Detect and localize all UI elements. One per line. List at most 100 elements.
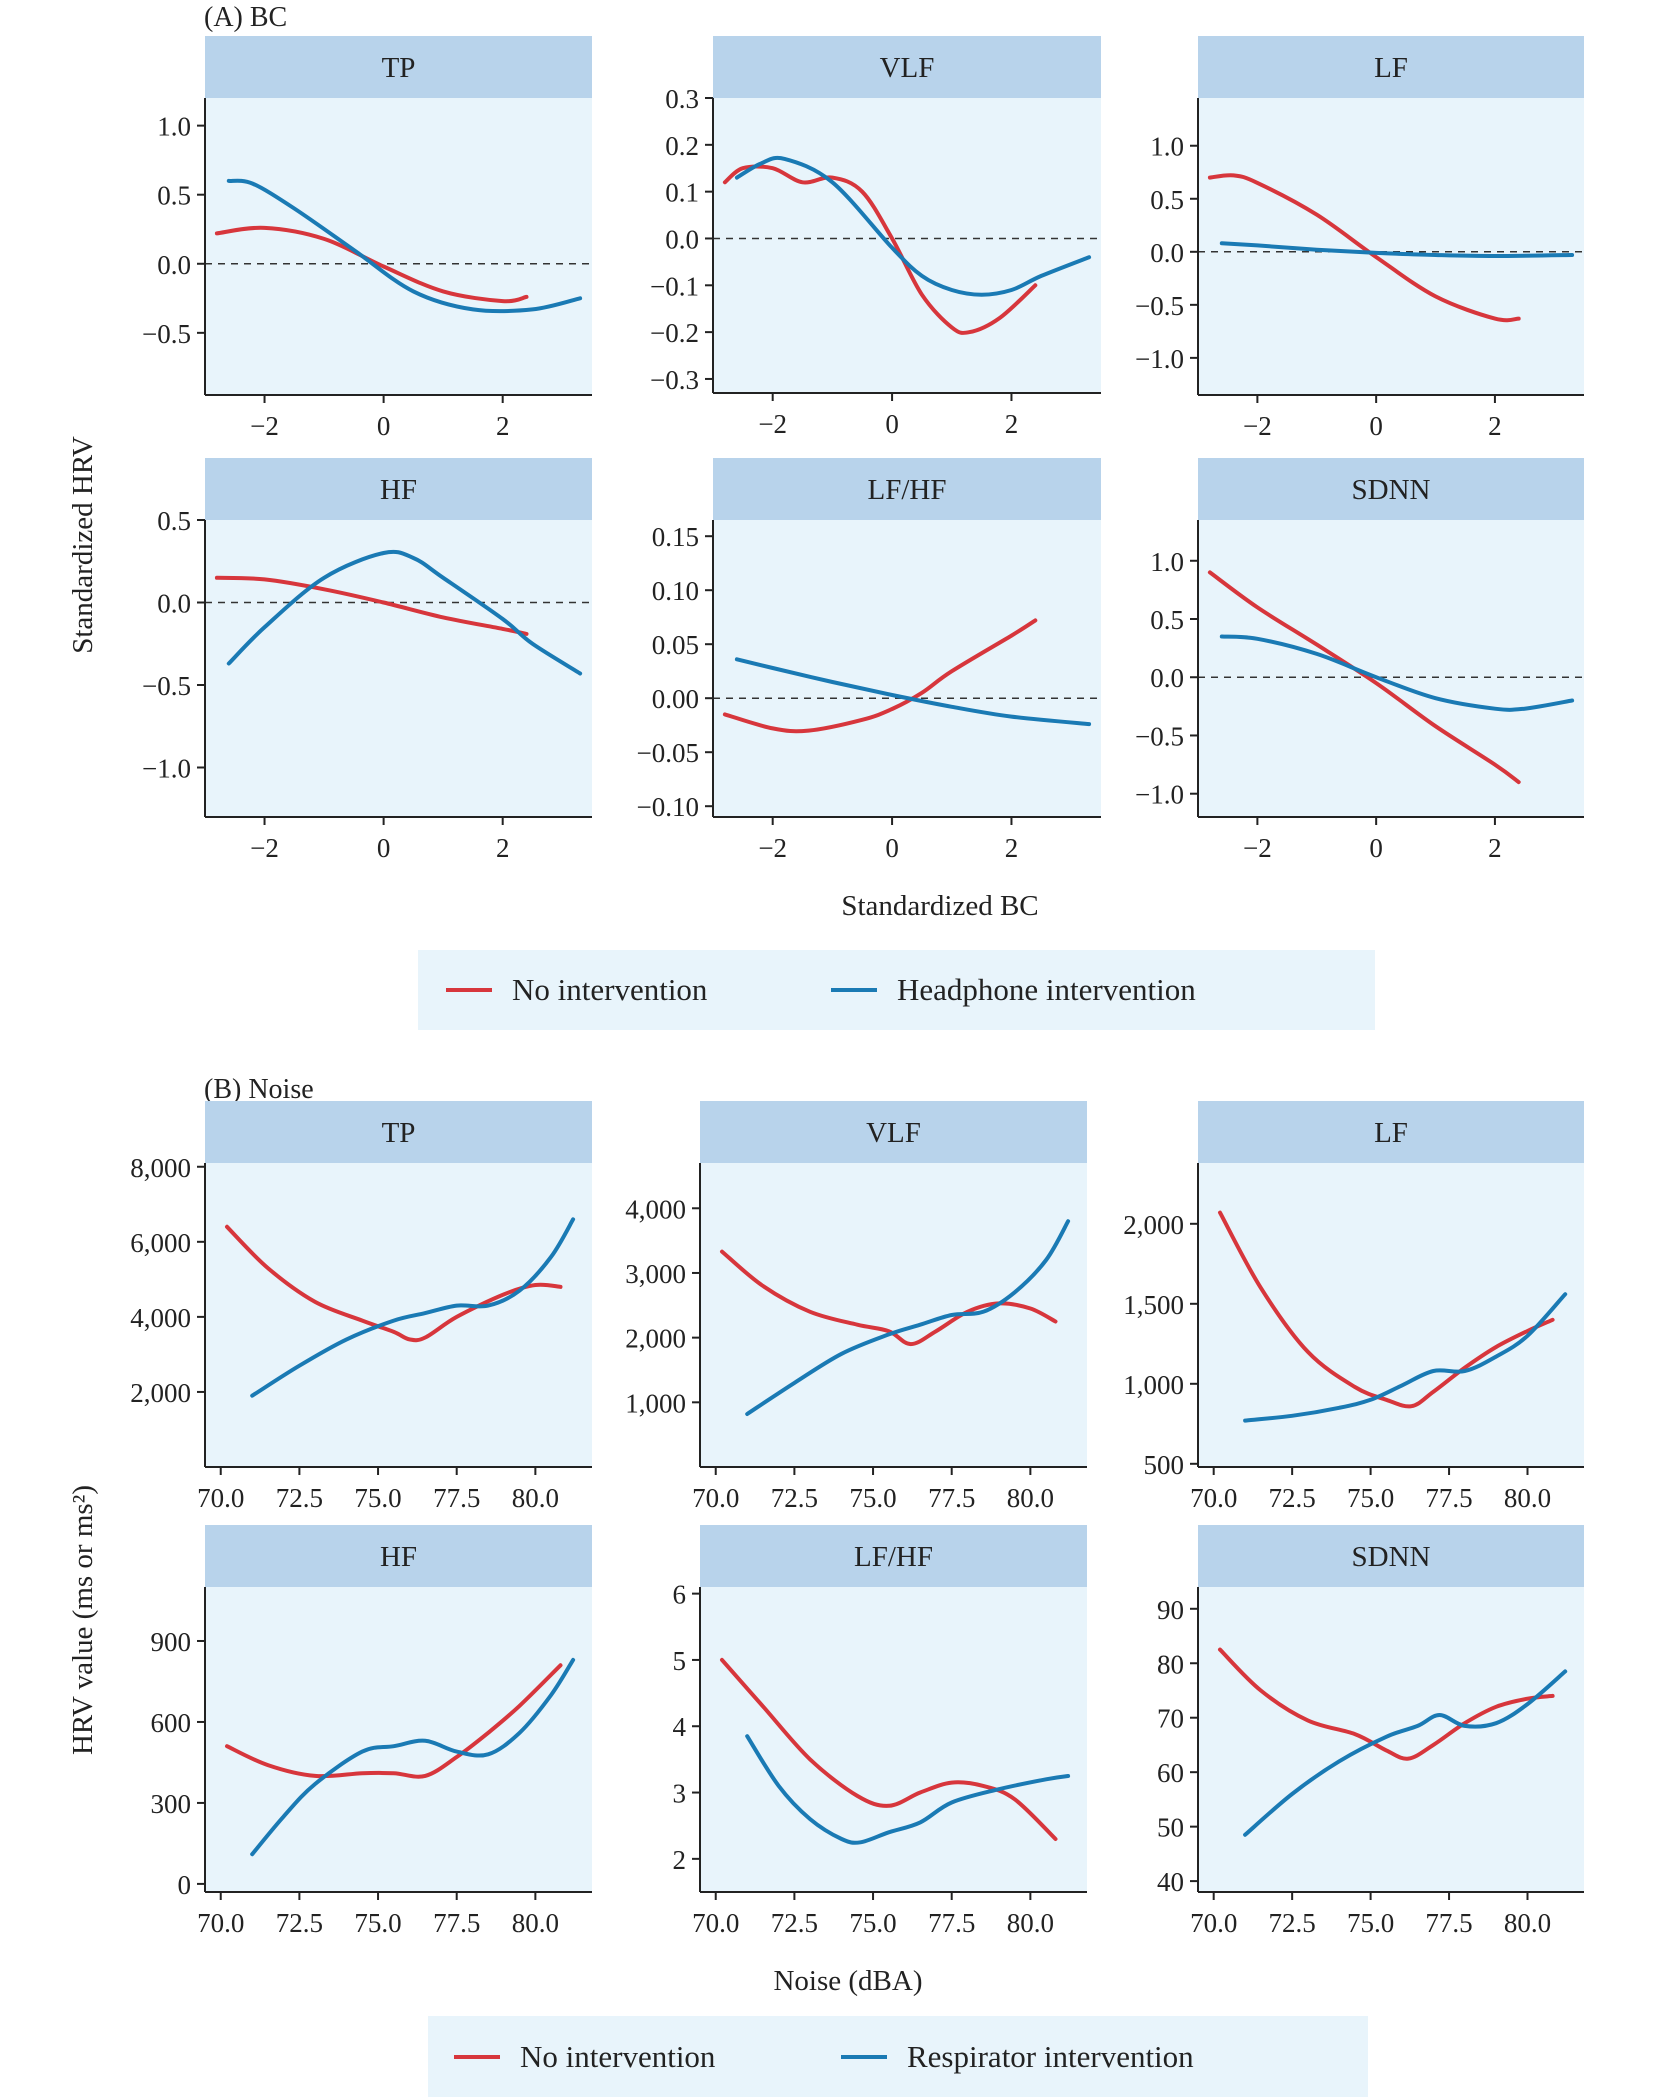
x-tick-label: 70.0 [692, 1908, 739, 1938]
series-line-intervention [250, 1657, 576, 1857]
y-tick-label: 1,500 [1123, 1290, 1184, 1320]
legend-a-item-headphone: Headphone intervention [831, 950, 1196, 1030]
x-tick-label: −2 [1243, 411, 1272, 441]
series-line-intervention [250, 1217, 576, 1398]
legend-a-label-0: No intervention [512, 972, 708, 1007]
y-tick-label: 0.15 [652, 522, 699, 552]
y-tick-label: 2,000 [130, 1378, 191, 1408]
plot-area [205, 1587, 592, 1892]
x-tick-label: −2 [1243, 833, 1272, 863]
x-tick-label: 80.0 [512, 1483, 559, 1513]
plot-area [1198, 1163, 1584, 1467]
legend-b-item-no-intervention: No intervention [454, 2016, 715, 2097]
x-tick-label: 80.0 [1007, 1483, 1054, 1513]
y-tick-label: 0.0 [1150, 663, 1184, 693]
x-tick-label: 0 [1369, 411, 1383, 441]
panel-title: TP [382, 1117, 416, 1149]
x-tick-label: 0 [377, 411, 391, 441]
plot-area [205, 520, 592, 817]
x-tick-label: 72.5 [1269, 1483, 1316, 1513]
legend-a-item-no-intervention: No intervention [446, 950, 707, 1030]
section-a-label: (A) BC [204, 2, 287, 33]
series-line-intervention [226, 549, 583, 676]
panel-strip [1198, 36, 1584, 98]
panel-title: LF [1374, 1117, 1408, 1149]
panel-strip [1198, 1525, 1584, 1587]
y-tick-label: 60 [1157, 1758, 1184, 1788]
y-tick-label: 0.10 [652, 576, 699, 606]
legend-b: No intervention Respirator intervention [428, 2016, 1368, 2097]
x-tick-label: 0 [885, 409, 899, 439]
panel-title: HF [380, 474, 417, 506]
series-line-no-intervention [1218, 1647, 1555, 1761]
y-tick-label: 4 [673, 1712, 687, 1742]
legend-a-label-1: Headphone intervention [897, 972, 1196, 1007]
x-tick-label: 72.5 [276, 1908, 323, 1938]
y-tick-label: −0.5 [1135, 721, 1184, 751]
series-line-intervention [734, 657, 1092, 727]
panel-strip [205, 1101, 592, 1163]
legend-b-label-0: No intervention [520, 2038, 716, 2074]
plot-area [1198, 1587, 1584, 1892]
y-tick-label: 6 [673, 1580, 687, 1610]
x-tick-label: −2 [250, 411, 279, 441]
series-line-no-intervention [225, 1663, 563, 1779]
x-tick-label: −2 [250, 833, 279, 863]
y-tick-label: 4,000 [625, 1194, 686, 1224]
panel-strip [713, 36, 1101, 98]
panel-title: LF/HF [868, 474, 947, 506]
y-tick-label: 4,000 [130, 1303, 191, 1333]
panels: TP 1.0 0.5 0.0 −0.5 −2 0 2 VLF 0.3 0.2 0.1 0.0 −0.1 −0… [130, 36, 1584, 1938]
series-line-no-intervention [1207, 173, 1521, 323]
x-tick-label: 70.0 [692, 1483, 739, 1513]
x-tick-label: 75.0 [849, 1908, 896, 1938]
y-tick-label: 0.0 [157, 250, 191, 280]
panel-title: VLF [880, 52, 935, 84]
legend-b-label-1: Respirator intervention [907, 2038, 1194, 2074]
y-tick-label: 2,000 [1123, 1210, 1184, 1240]
y-tick-label: 0.5 [157, 181, 191, 211]
plot-area [1198, 520, 1584, 817]
legend-a: No intervention Headphone intervention [418, 950, 1375, 1030]
panel-title: SDNN [1352, 474, 1431, 506]
series-line-no-intervention [722, 164, 1038, 335]
x-tick-label: 72.5 [276, 1483, 323, 1513]
y-tick-label: 0.0 [157, 589, 191, 619]
y-tick-label: 0.5 [157, 506, 191, 536]
series-line-intervention [745, 1734, 1071, 1845]
y-tick-label: 1.0 [1150, 132, 1184, 162]
x-tick-label: 72.5 [771, 1908, 818, 1938]
x-tick-label: 2 [1005, 833, 1019, 863]
panel-title: SDNN [1352, 1541, 1431, 1573]
x-tick-label: 77.5 [928, 1908, 975, 1938]
section-b-xlabel: Noise (dBA) [773, 1965, 922, 1997]
section-a-xlabel: Standardized BC [841, 890, 1038, 922]
y-tick-label: −0.2 [650, 318, 699, 348]
x-tick-label: 77.5 [1425, 1908, 1472, 1938]
series-line-intervention [1243, 1669, 1568, 1837]
panel-title: LF [1374, 52, 1408, 84]
y-tick-label: 500 [1144, 1450, 1185, 1480]
y-tick-label: 5 [673, 1646, 687, 1676]
plot-area [205, 98, 592, 395]
panel-title: LF/HF [854, 1541, 933, 1573]
panel-strip [1198, 458, 1584, 520]
series-line-no-intervention [720, 1249, 1058, 1347]
panel-tp: TP 8,000 6,000 4,000 2,000 70.0 72.5 75.0 77.5 80… [130, 1101, 592, 1513]
x-tick-label: 2 [496, 833, 510, 863]
x-tick-label: 0 [377, 833, 391, 863]
y-tick-label: −0.3 [650, 365, 699, 395]
y-tick-label: 8,000 [130, 1153, 191, 1183]
panel-lf-hf: LF/HF 6 5 4 3 2 70.0 72.5 75.0 77.5 80.0 [673, 1525, 1087, 1938]
section-a-ylabel: Standardized HRV [67, 436, 99, 654]
x-tick-label: 2 [1005, 409, 1019, 439]
y-tick-label: −0.1 [650, 271, 699, 301]
series-line-no-intervention [214, 575, 529, 636]
y-tick-label: 0.3 [665, 84, 699, 114]
x-tick-label: 75.0 [354, 1483, 401, 1513]
section-b-ylabel: HRV value (ms or ms²) [67, 1485, 99, 1755]
panel-vlf: VLF 0.3 0.2 0.1 0.0 −0.1 −0.2 −0.3 −2 0 2 [650, 36, 1101, 439]
legend-swatch-blue [831, 988, 877, 992]
